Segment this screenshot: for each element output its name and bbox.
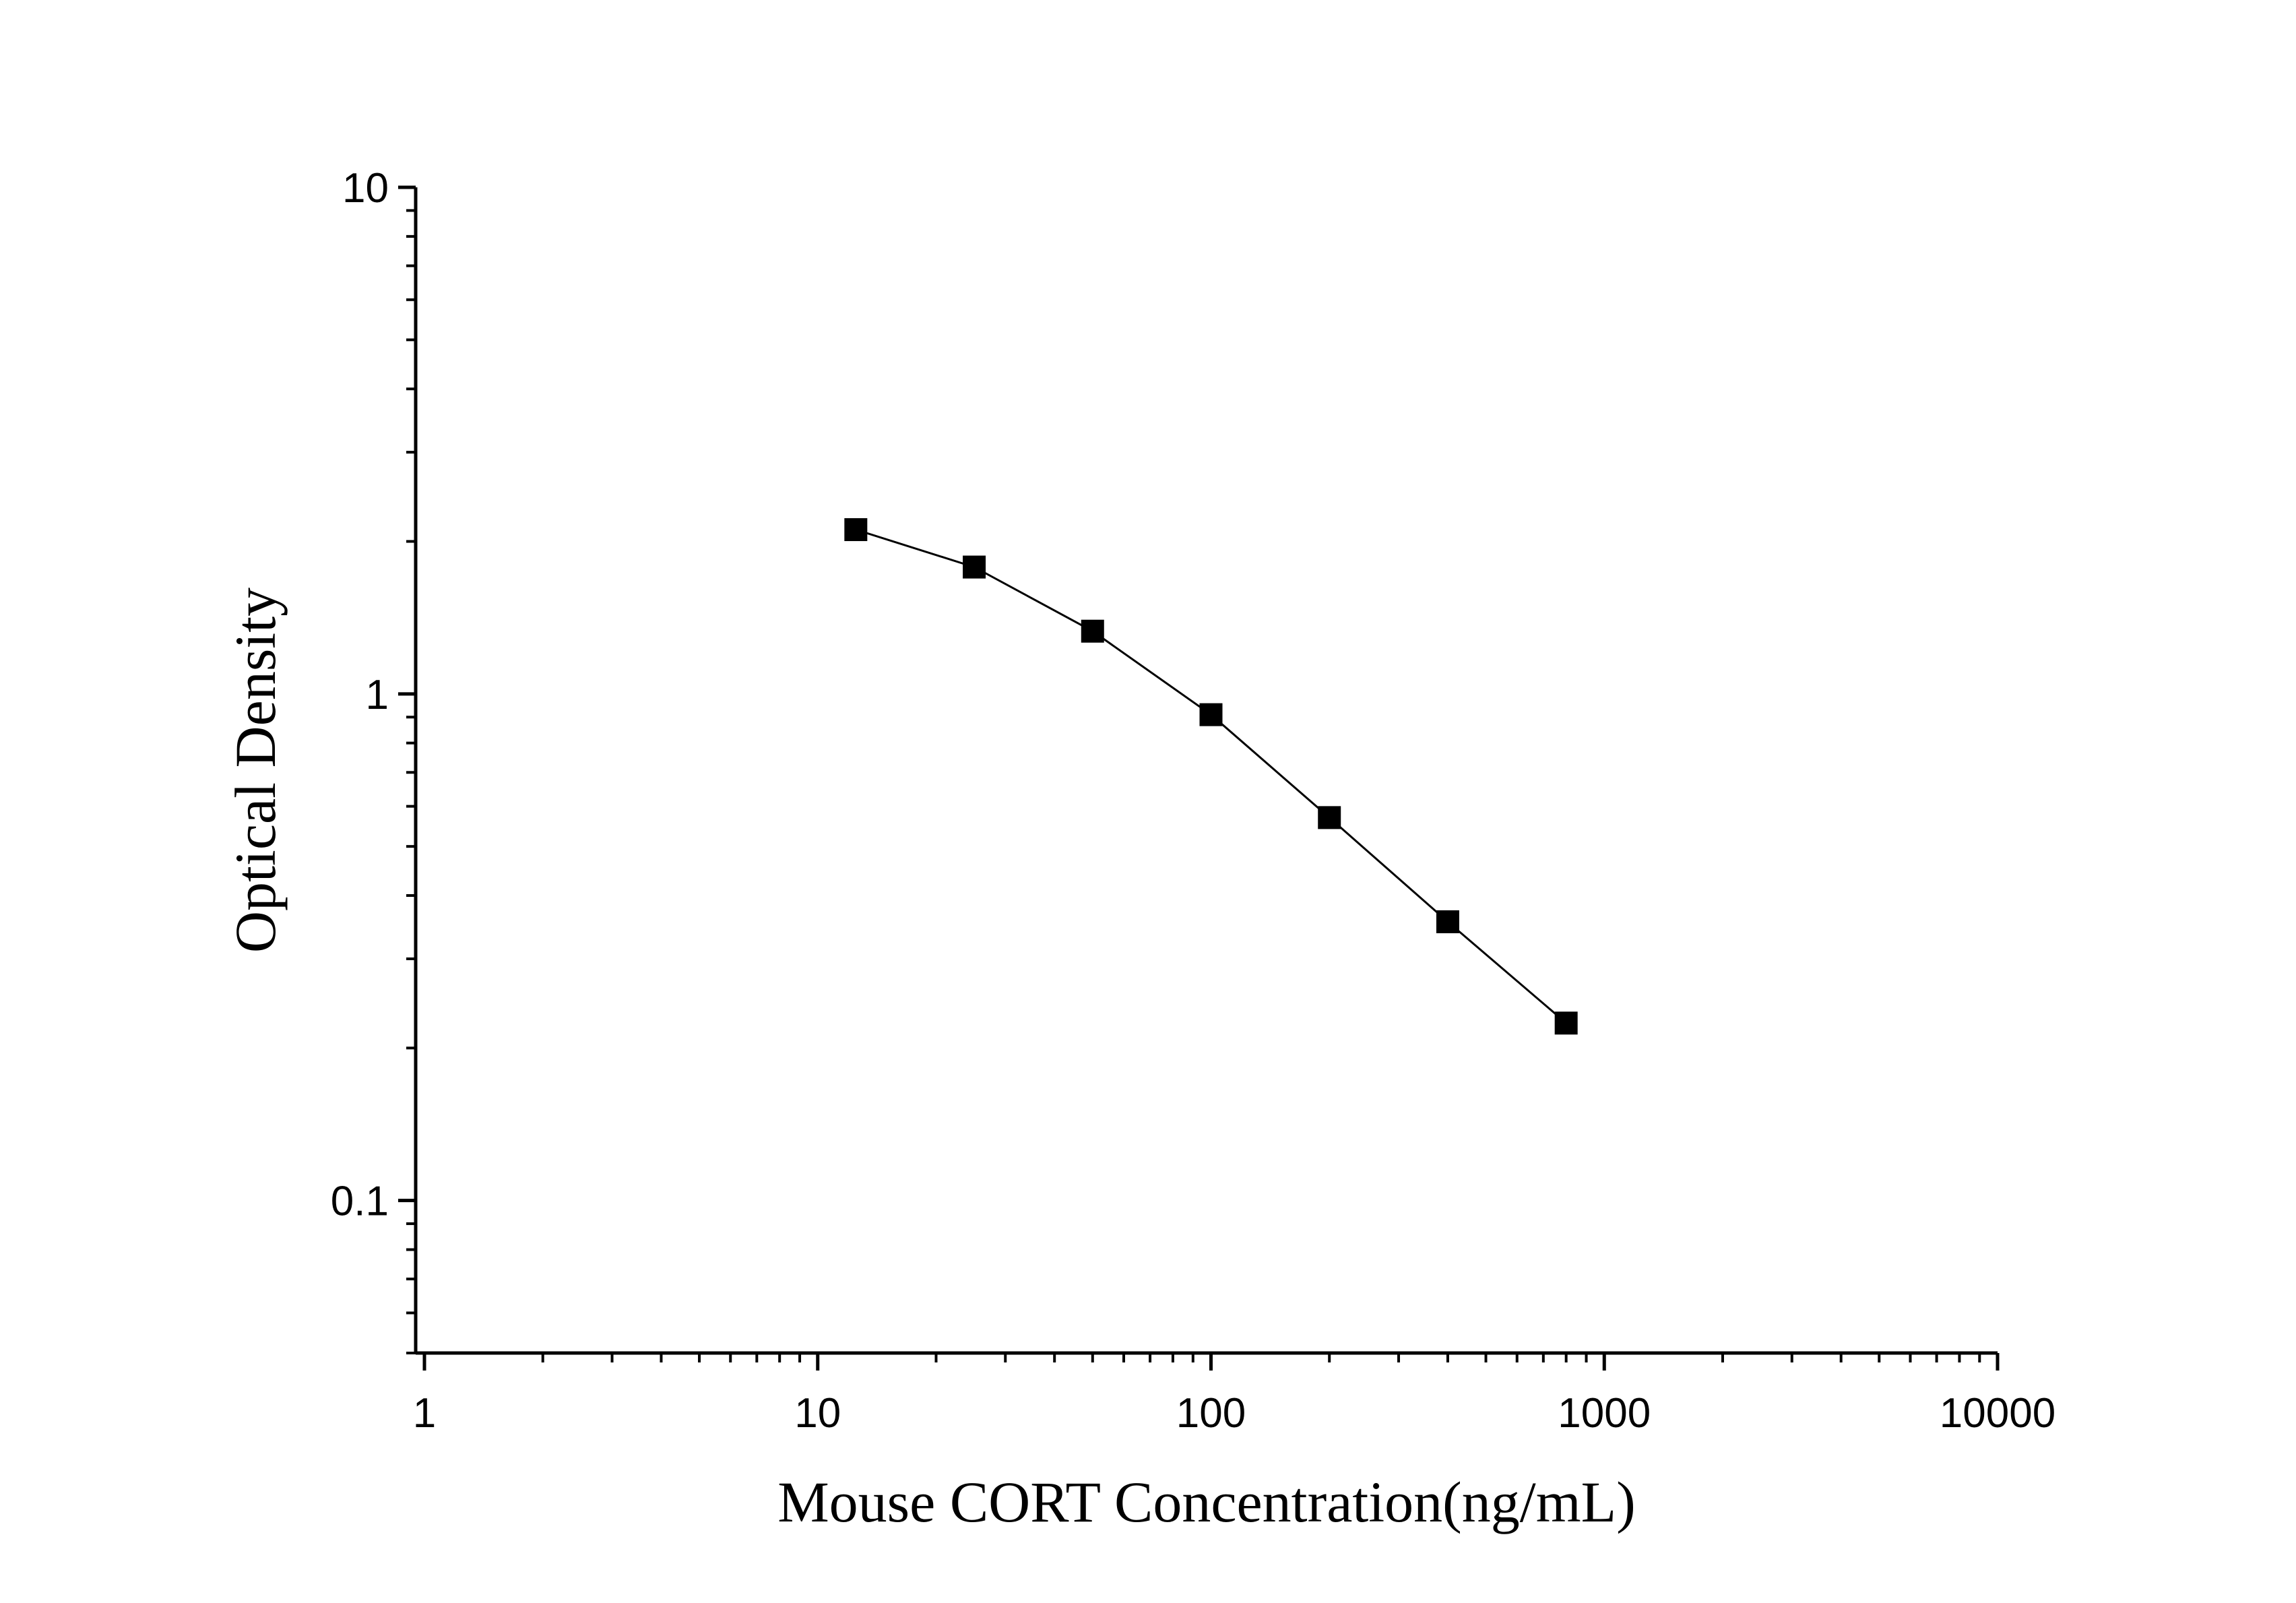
y-tick-label: 1 (366, 672, 389, 718)
x-axis-title: Mouse CORT Concentration(ng/mL) (777, 1470, 1636, 1534)
data-point (844, 518, 868, 542)
data-point (1199, 703, 1223, 726)
x-tick-label: 1 (413, 1390, 436, 1437)
data-point (1436, 910, 1459, 933)
tick-labels: 1 10 100 1000 10000 0.1 1 10 (331, 165, 2055, 1437)
series-line (855, 528, 1567, 1024)
data-point (1554, 1011, 1578, 1035)
y-tick-label: 0.1 (331, 1178, 389, 1225)
y-axis-title: Optical Density (223, 588, 288, 953)
major-ticks (398, 185, 2000, 1371)
x-tick-label: 10 (794, 1390, 841, 1437)
minor-ticks (406, 209, 1981, 1362)
data-point (963, 555, 986, 579)
x-tick-label: 100 (1176, 1390, 1246, 1437)
data-point (1318, 806, 1341, 829)
x-tick-label: 1000 (1558, 1390, 1651, 1437)
x-tick-label: 10000 (1940, 1390, 2055, 1437)
data-point (1081, 619, 1104, 643)
series-layer (844, 518, 1578, 1035)
y-tick-label: 10 (342, 165, 389, 212)
